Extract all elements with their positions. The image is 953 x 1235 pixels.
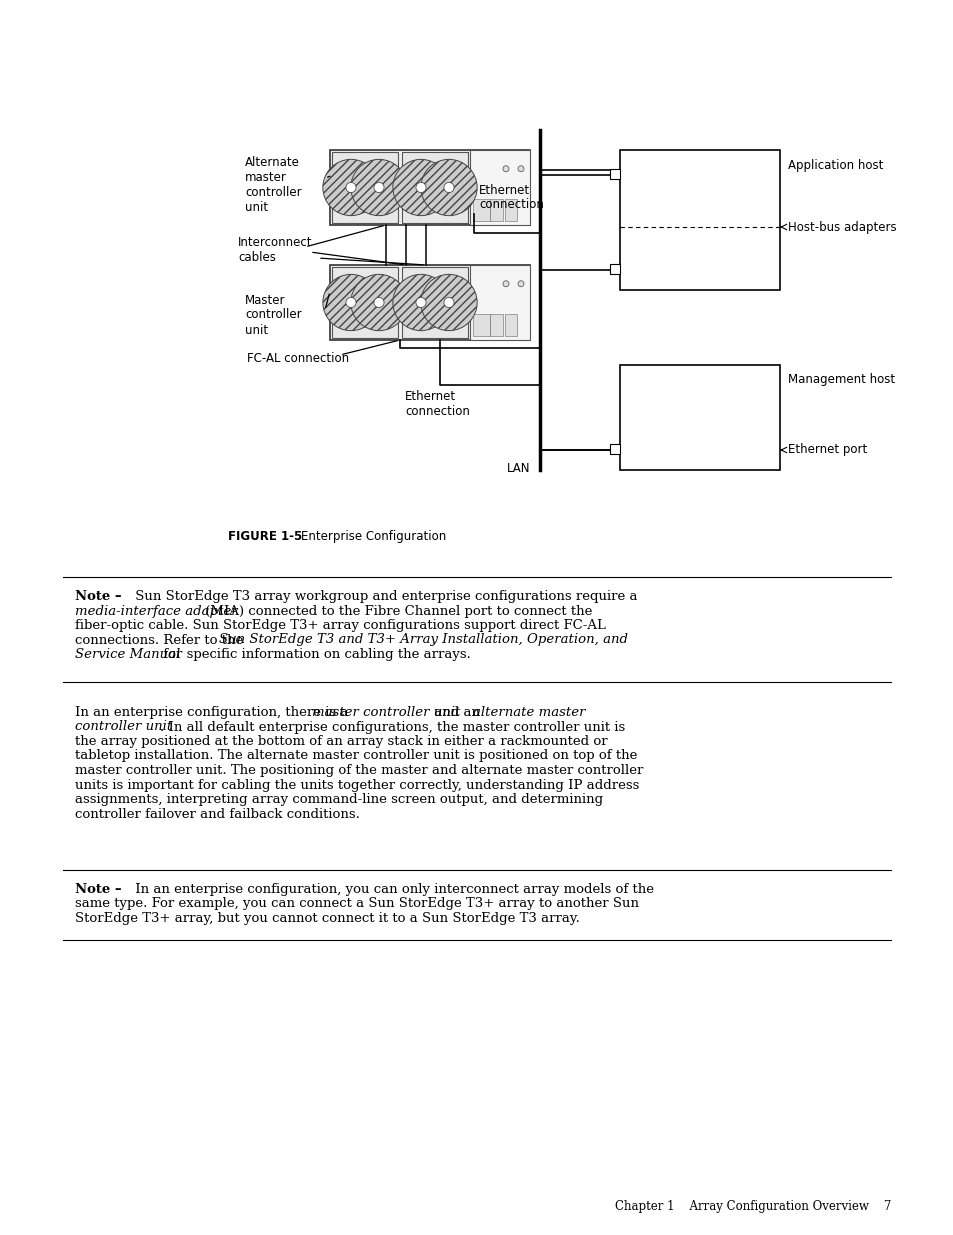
Text: Ethernet port: Ethernet port (787, 443, 866, 457)
Text: Alternate
master
controller
unit: Alternate master controller unit (245, 156, 301, 214)
Circle shape (420, 274, 476, 331)
Text: assignments, interpreting array command-line screen output, and determining: assignments, interpreting array command-… (75, 793, 602, 806)
Text: . In all default enterprise configurations, the master controller unit is: . In all default enterprise configuratio… (160, 720, 624, 734)
Circle shape (351, 159, 407, 216)
Text: Note –: Note – (75, 883, 121, 897)
Text: In an enterprise configuration, you can only interconnect array models of the: In an enterprise configuration, you can … (131, 883, 654, 897)
Text: Chapter 1    Array Configuration Overview    7: Chapter 1 Array Configuration Overview 7 (614, 1200, 890, 1213)
Bar (504, 199, 517, 221)
Text: connections. Refer to the: connections. Refer to the (75, 634, 247, 646)
Circle shape (322, 274, 378, 331)
Text: controller unit: controller unit (75, 720, 172, 734)
Bar (504, 314, 517, 336)
Bar (609, 445, 619, 454)
Text: Application host: Application host (787, 158, 882, 172)
Text: Sun StorEdge T3 and T3+ Array Installation, Operation, and: Sun StorEdge T3 and T3+ Array Installati… (219, 634, 627, 646)
Text: (MIA) connected to the Fibre Channel port to connect the: (MIA) connected to the Fibre Channel por… (201, 604, 592, 618)
Text: master controller unit. The positioning of the master and alternate master contr: master controller unit. The positioning … (75, 764, 642, 777)
Text: Service Manual: Service Manual (75, 648, 180, 661)
Text: the array positioned at the bottom of an array stack in either a rackmounted or: the array positioned at the bottom of an… (75, 735, 607, 748)
Circle shape (374, 183, 384, 193)
Text: Host-bus adapters: Host-bus adapters (787, 221, 896, 233)
Bar (470, 266, 530, 340)
Circle shape (393, 159, 449, 216)
Bar (470, 149, 530, 225)
Bar (401, 152, 468, 224)
Circle shape (502, 280, 509, 287)
Text: Sun StorEdge T3 array workgroup and enterprise configurations require a: Sun StorEdge T3 array workgroup and ente… (131, 590, 637, 603)
Text: Master
controller
unit: Master controller unit (245, 294, 301, 336)
Text: Ethernet
connection: Ethernet connection (405, 390, 470, 417)
Text: controller failover and failback conditions.: controller failover and failback conditi… (75, 808, 359, 820)
Text: units is important for cabling the units together correctly, understanding IP ad: units is important for cabling the units… (75, 778, 639, 792)
Circle shape (393, 274, 449, 331)
Text: alternate master: alternate master (473, 706, 585, 719)
Bar (330, 149, 530, 225)
Text: for specific information on cabling the arrays.: for specific information on cabling the … (159, 648, 471, 661)
Bar (489, 314, 502, 336)
Text: Note –: Note – (75, 590, 121, 603)
Circle shape (322, 159, 378, 216)
Bar (330, 266, 530, 340)
Text: LAN: LAN (506, 462, 530, 475)
Circle shape (517, 165, 523, 172)
Bar (489, 199, 502, 221)
Circle shape (346, 183, 355, 193)
Text: fiber-optic cable. Sun StorEdge T3+ array configurations support direct FC-AL: fiber-optic cable. Sun StorEdge T3+ arra… (75, 619, 605, 632)
Text: FIGURE 1-5: FIGURE 1-5 (228, 530, 302, 543)
Bar (332, 152, 397, 224)
Bar (332, 267, 397, 338)
Bar (401, 267, 468, 338)
Text: tabletop installation. The alternate master controller unit is positioned on top: tabletop installation. The alternate mas… (75, 750, 637, 762)
Text: master controller unit: master controller unit (312, 706, 460, 719)
Circle shape (443, 183, 454, 193)
Bar (473, 199, 489, 221)
Text: and an: and an (430, 706, 484, 719)
Bar (619, 149, 780, 290)
Circle shape (420, 159, 476, 216)
Circle shape (374, 298, 384, 308)
Circle shape (416, 183, 426, 193)
Bar (609, 264, 619, 274)
Text: media-interface adapter: media-interface adapter (75, 604, 237, 618)
Circle shape (443, 298, 454, 308)
Text: same type. For example, you can connect a Sun StorEdge T3+ array to another Sun: same type. For example, you can connect … (75, 898, 639, 910)
Text: Management host: Management host (787, 373, 894, 387)
Circle shape (416, 298, 426, 308)
Bar (473, 314, 489, 336)
Bar (609, 169, 619, 179)
Text: In an enterprise configuration, there is a: In an enterprise configuration, there is… (75, 706, 353, 719)
Circle shape (517, 280, 523, 287)
Circle shape (502, 165, 509, 172)
Text: Enterprise Configuration: Enterprise Configuration (286, 530, 446, 543)
Text: Interconnect
cables: Interconnect cables (237, 236, 313, 264)
Text: FC-AL connection: FC-AL connection (247, 352, 349, 364)
Text: StorEdge T3+ array, but you cannot connect it to a Sun StorEdge T3 array.: StorEdge T3+ array, but you cannot conne… (75, 911, 579, 925)
Bar (619, 366, 780, 471)
Circle shape (351, 274, 407, 331)
Text: Ethernet
connection: Ethernet connection (478, 184, 543, 211)
Circle shape (346, 298, 355, 308)
